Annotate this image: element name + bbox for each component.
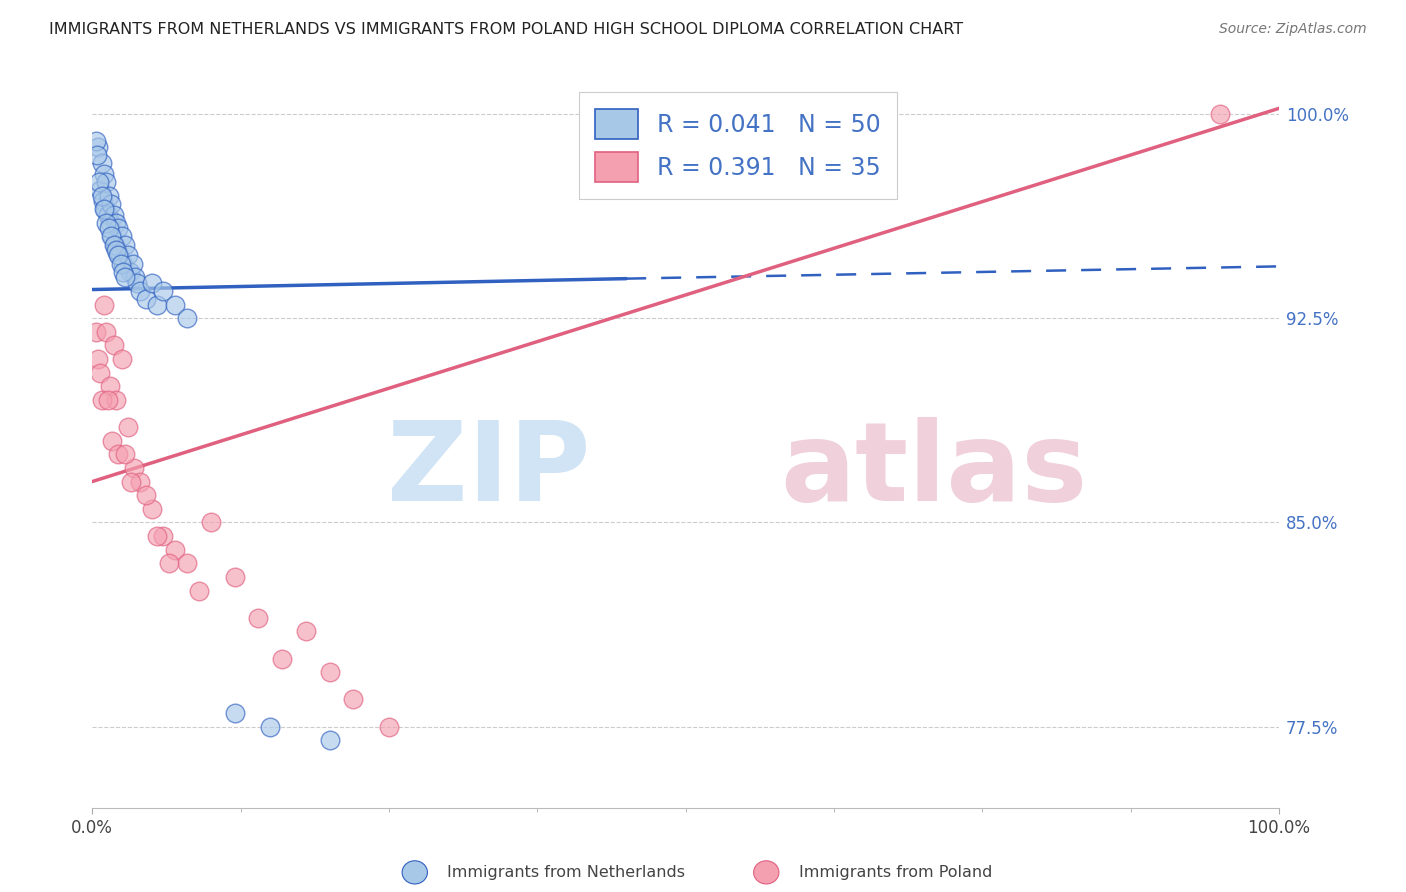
Point <box>90 392 112 407</box>
Point <box>104 216 127 230</box>
Point <box>96 325 118 339</box>
Point <box>87 351 110 366</box>
Point <box>90 156 112 170</box>
Point <box>224 706 246 720</box>
Point <box>84 325 107 339</box>
Point <box>117 248 139 262</box>
Point <box>93 297 115 311</box>
Text: ZIP: ZIP <box>387 417 591 524</box>
Point <box>107 221 129 235</box>
Point <box>96 216 118 230</box>
Point <box>165 542 187 557</box>
Point <box>259 720 281 734</box>
Point <box>127 276 149 290</box>
Point <box>110 257 132 271</box>
Text: atlas: atlas <box>780 417 1088 524</box>
Point <box>89 366 111 380</box>
Point <box>98 216 121 230</box>
Point <box>90 188 112 202</box>
Point <box>378 720 401 734</box>
Point <box>128 284 150 298</box>
Point <box>188 583 211 598</box>
Point <box>176 311 198 326</box>
Text: Immigrants from Netherlands: Immigrants from Netherlands <box>447 865 685 880</box>
Point <box>114 447 136 461</box>
Point <box>103 237 125 252</box>
Point <box>176 556 198 570</box>
Text: Immigrants from Poland: Immigrants from Poland <box>799 865 993 880</box>
Point <box>157 556 180 570</box>
Point <box>121 257 143 271</box>
Point <box>135 488 157 502</box>
Point <box>107 447 129 461</box>
Point <box>104 243 127 257</box>
Point <box>124 270 146 285</box>
Point <box>97 221 120 235</box>
Point <box>97 392 120 407</box>
Point <box>103 338 125 352</box>
Point <box>271 651 294 665</box>
Point <box>91 194 114 208</box>
Point <box>128 475 150 489</box>
Point <box>101 229 124 244</box>
Point <box>112 265 135 279</box>
Point <box>89 183 111 197</box>
Point <box>318 665 340 680</box>
Point <box>111 351 134 366</box>
Point <box>122 461 145 475</box>
Point <box>146 297 169 311</box>
Point <box>117 420 139 434</box>
Point <box>1208 107 1230 121</box>
Point <box>97 188 120 202</box>
Point <box>112 257 135 271</box>
Point <box>104 392 127 407</box>
Point <box>120 475 142 489</box>
Point <box>146 529 169 543</box>
Point <box>86 147 108 161</box>
Point <box>165 297 187 311</box>
Text: IMMIGRANTS FROM NETHERLANDS VS IMMIGRANTS FROM POLAND HIGH SCHOOL DIPLOMA CORREL: IMMIGRANTS FROM NETHERLANDS VS IMMIGRANT… <box>49 22 963 37</box>
Point <box>152 529 174 543</box>
Point <box>97 208 120 222</box>
Point <box>105 243 128 257</box>
Text: Source: ZipAtlas.com: Source: ZipAtlas.com <box>1219 22 1367 37</box>
Point <box>318 733 340 747</box>
Point <box>135 292 157 306</box>
Point <box>342 692 364 706</box>
Point <box>96 175 118 189</box>
Point <box>120 265 142 279</box>
Point <box>114 270 136 285</box>
Point <box>98 379 121 393</box>
Point <box>107 248 129 262</box>
Point <box>100 229 122 244</box>
Legend: R = 0.041   N = 50, R = 0.391   N = 35: R = 0.041 N = 50, R = 0.391 N = 35 <box>579 92 897 199</box>
Point <box>87 139 110 153</box>
Point <box>89 175 111 189</box>
Point <box>114 237 136 252</box>
Point <box>294 624 316 639</box>
Point <box>111 229 134 244</box>
Point <box>93 167 115 181</box>
Point <box>103 208 125 222</box>
Point <box>200 516 222 530</box>
Point <box>93 202 115 217</box>
Point <box>94 202 117 217</box>
Point <box>141 276 163 290</box>
Point <box>141 501 163 516</box>
Point <box>84 134 107 148</box>
Point <box>104 237 127 252</box>
Point <box>108 248 131 262</box>
Point <box>224 570 246 584</box>
Point <box>100 196 122 211</box>
Point <box>152 284 174 298</box>
Point <box>247 611 270 625</box>
Point <box>101 434 124 448</box>
